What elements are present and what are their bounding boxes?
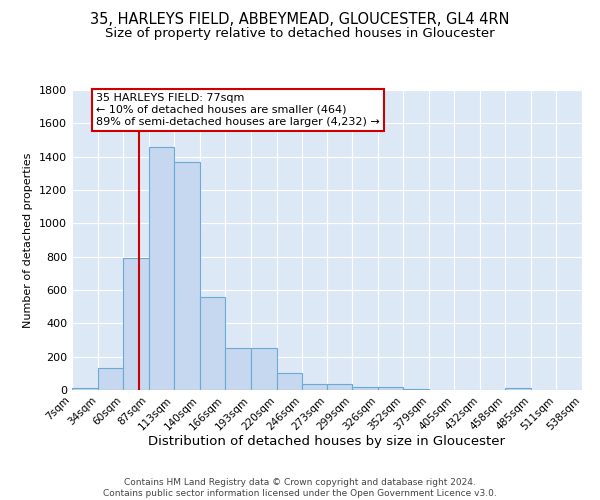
Bar [174, 162, 200, 390]
Bar [277, 374, 302, 390]
Bar [98, 368, 123, 390]
Bar [72, 388, 98, 390]
Bar [379, 386, 403, 390]
Text: Size of property relative to detached houses in Gloucester: Size of property relative to detached ho… [105, 28, 495, 40]
Bar [505, 388, 531, 390]
Text: Contains HM Land Registry data © Crown copyright and database right 2024.
Contai: Contains HM Land Registry data © Crown c… [103, 478, 497, 498]
Y-axis label: Number of detached properties: Number of detached properties [23, 152, 34, 328]
Bar [200, 296, 225, 390]
Text: 35, HARLEYS FIELD, ABBEYMEAD, GLOUCESTER, GL4 4RN: 35, HARLEYS FIELD, ABBEYMEAD, GLOUCESTER… [90, 12, 510, 28]
Bar [328, 384, 352, 390]
Text: 35 HARLEYS FIELD: 77sqm
← 10% of detached houses are smaller (464)
89% of semi-d: 35 HARLEYS FIELD: 77sqm ← 10% of detache… [96, 94, 380, 126]
Bar [302, 384, 328, 390]
Bar [403, 389, 429, 390]
Bar [251, 348, 277, 390]
Bar [352, 386, 379, 390]
Text: Distribution of detached houses by size in Gloucester: Distribution of detached houses by size … [149, 435, 505, 448]
Bar [123, 258, 149, 390]
Bar [225, 348, 251, 390]
Bar [149, 146, 174, 390]
